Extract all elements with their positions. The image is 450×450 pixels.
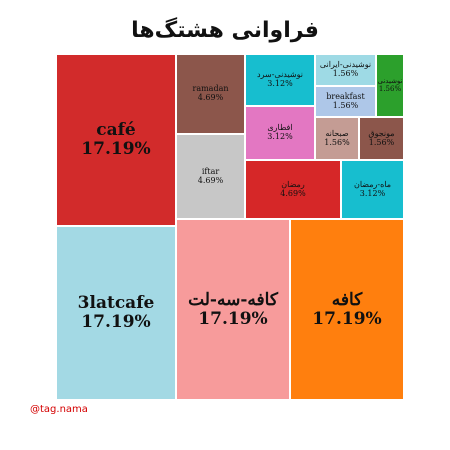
treemap-cell: کافه 17.19% (290, 219, 404, 400)
treemap-cell-value: 17.19% (198, 308, 268, 329)
treemap-cell: iftar 4.69% (176, 134, 245, 219)
treemap-cell-label: کافه (331, 289, 363, 310)
treemap-cell-value: 1.56% (378, 84, 402, 93)
treemap-cell-value: 4.69% (197, 175, 224, 185)
treemap-cell-value: 1.56% (332, 100, 359, 110)
treemap-cell-label: نوشیدنی-سرد (257, 70, 303, 80)
treemap-cell: café 17.19% (56, 54, 176, 226)
treemap-cell: صبحانه 1.56% (315, 117, 359, 160)
treemap-cell: رمضان 4.69% (245, 160, 341, 219)
treemap-cell: ramadan 4.69% (176, 54, 245, 134)
treemap-cell-label: iftar (201, 166, 220, 176)
footer-handle: @tag.nama (30, 404, 88, 415)
treemap-cell-label: 3latcafe (77, 293, 155, 314)
chart-title: فراوانی هشتگ‌ها (131, 18, 319, 43)
treemap-cell-label: ماه-رمضان (353, 179, 391, 189)
treemap-cell-value: 17.19% (312, 308, 382, 329)
treemap-cell: breakfast 1.56% (315, 86, 376, 117)
treemap-cell: نوشیدنی-سرد 3.12% (245, 54, 315, 106)
treemap-cell: نوشیدنی-ایرانی 1.56% (315, 54, 376, 86)
treemap-cell: مونجوق 1.56% (359, 117, 404, 160)
treemap-cell-label: صبحانه (325, 128, 349, 138)
treemap-cell-label: نوشیدنی (377, 76, 403, 85)
treemap-cell-value: 1.56% (324, 137, 350, 147)
treemap-cell-value: 3.12% (267, 79, 293, 88)
treemap-cell-value: 17.19% (81, 312, 151, 332)
treemap-cell-value: 3.12% (267, 132, 293, 141)
treemap-cell-value: 1.56% (368, 137, 395, 147)
treemap-cell: نوشیدنی 1.56% (376, 54, 404, 117)
treemap-cell: ماه-رمضان 3.12% (341, 160, 404, 219)
treemap-cell: افطاری 3.12% (245, 106, 315, 160)
treemap-cell-label: مونجوق (368, 128, 395, 138)
treemap-cell-label: کافه-سه-لت (188, 289, 278, 310)
treemap-cell-value: 17.19% (81, 139, 151, 159)
treemap-cell: کافه-سه-لت 17.19% (176, 219, 290, 400)
treemap-cell-label: رمضان (281, 179, 305, 189)
treemap-cell-value: 1.56% (332, 69, 359, 78)
treemap-cell: 3latcafe 17.19% (56, 226, 176, 400)
treemap-cell-label: breakfast (326, 91, 365, 101)
treemap-cell-value: 4.69% (280, 188, 306, 198)
treemap-cell-value: 4.69% (197, 93, 224, 102)
treemap-cell-label: افطاری (267, 123, 293, 133)
treemap-cell-value: 3.12% (359, 188, 386, 198)
treemap-cell-label: café (96, 120, 136, 141)
treemap-cell-label: ramadan (192, 84, 229, 94)
treemap-cell-label: نوشیدنی-ایرانی (319, 60, 372, 70)
